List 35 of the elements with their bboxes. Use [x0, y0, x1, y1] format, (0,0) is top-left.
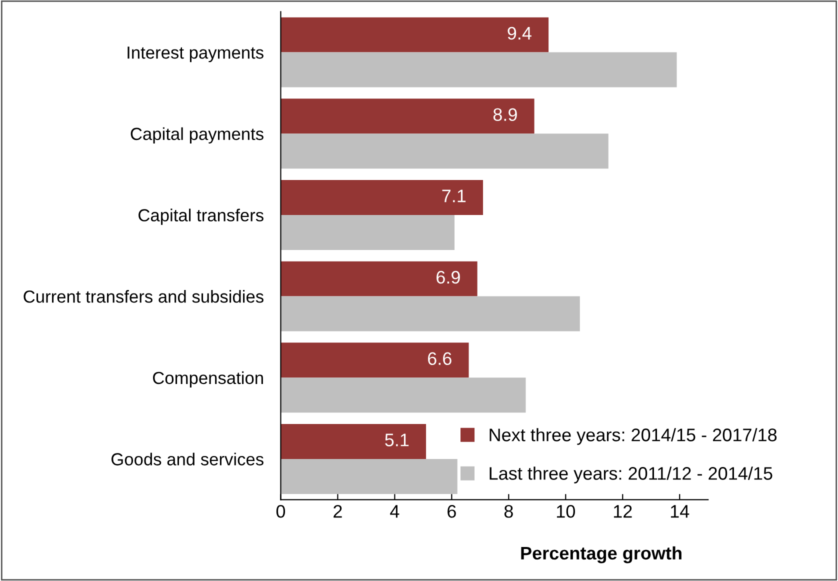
bar [280, 458, 458, 494]
x-axis-title: Percentage growth [521, 546, 682, 564]
bar [280, 261, 478, 296]
data-label: 5.1 [385, 434, 409, 446]
x-tick-label: 8 [504, 505, 513, 518]
bar [280, 342, 469, 378]
bar [280, 214, 455, 250]
x-tick-label: 4 [390, 505, 400, 518]
bar [280, 296, 580, 332]
bar [280, 134, 608, 169]
x-tick-label: 6 [448, 505, 456, 518]
y-tick-label: Capital transfers [138, 208, 264, 225]
bar [280, 378, 526, 413]
x-tick-label: 14 [670, 505, 690, 518]
bar [280, 98, 534, 134]
y-tick-label: Current transfers and subsidies [24, 290, 264, 303]
bar [280, 180, 484, 215]
legend-label: Next three years: 2014/15 - 2017/18 [490, 428, 777, 445]
x-tick-label: 10 [556, 505, 575, 518]
x-tick-label: 0 [276, 505, 286, 518]
y-tick-label: Goods and services [112, 452, 264, 466]
bar [280, 17, 549, 52]
bar [280, 424, 426, 459]
data-label: 7.1 [442, 190, 466, 202]
data-label: 9.4 [508, 26, 532, 40]
x-tick-label: 12 [614, 505, 632, 518]
data-label: 6.9 [436, 270, 460, 284]
data-label: 8.9 [493, 108, 517, 121]
x-tick-label: 2 [334, 505, 342, 518]
data-label: 6.6 [428, 352, 452, 366]
y-tick-label: Interest payments [128, 46, 264, 62]
legend-label: Last three years: 2011/12 - 2014/15 [490, 466, 772, 484]
y-tick-label: Compensation [153, 371, 263, 388]
bar [280, 52, 677, 88]
y-tick-label: Capital payments [130, 127, 264, 144]
